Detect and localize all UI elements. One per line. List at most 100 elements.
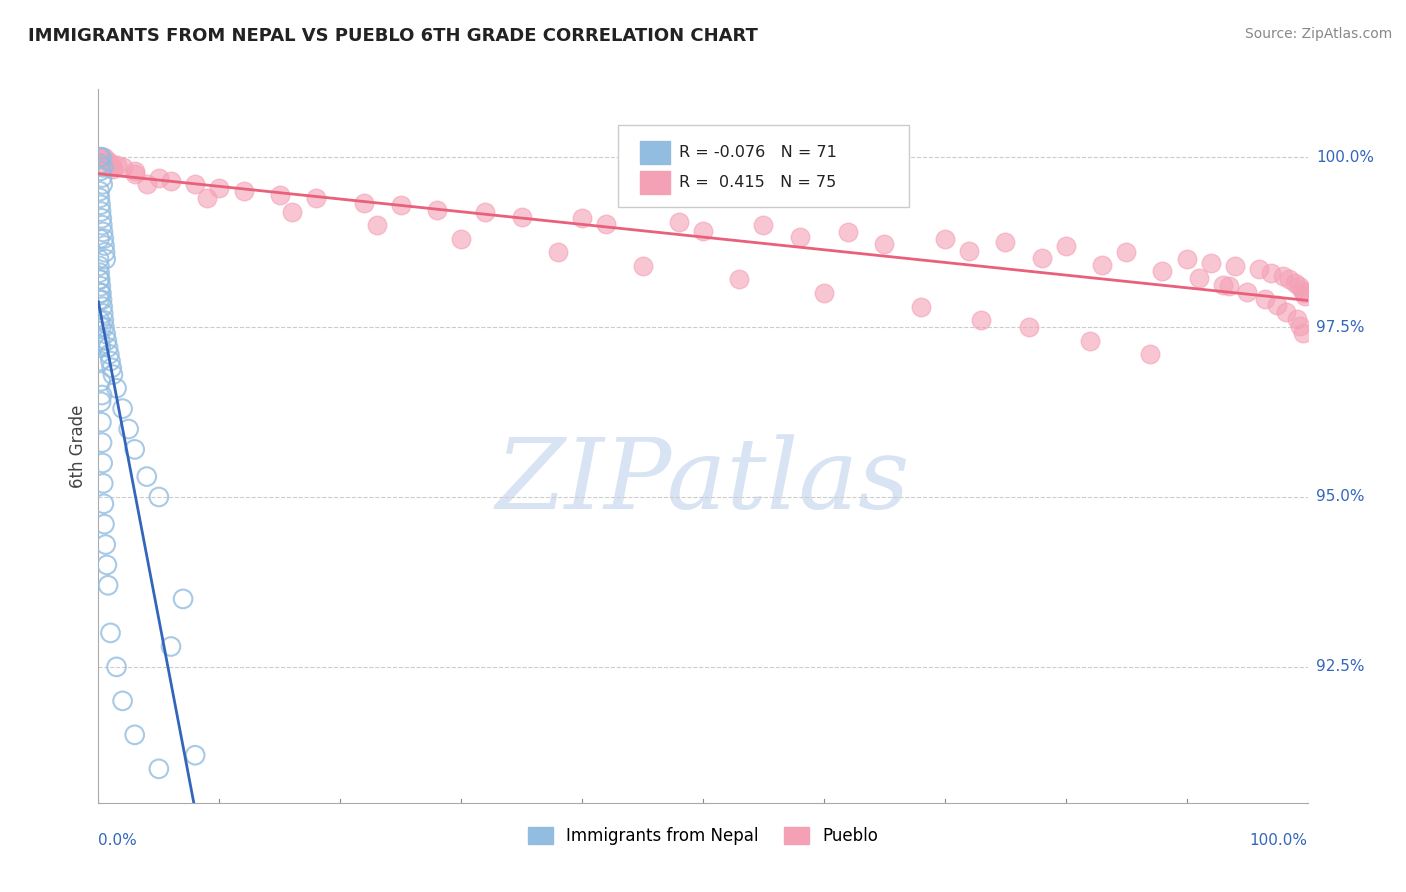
Point xyxy=(105,660,128,674)
Point xyxy=(91,161,114,175)
Point xyxy=(135,178,157,192)
Point xyxy=(89,184,111,198)
Point xyxy=(595,217,617,231)
Point xyxy=(105,158,128,172)
Point xyxy=(160,640,183,654)
Point xyxy=(752,218,775,232)
Point xyxy=(474,204,496,219)
Point xyxy=(1139,347,1161,361)
Point xyxy=(91,150,114,164)
Point xyxy=(101,162,124,177)
Point xyxy=(90,354,112,368)
FancyBboxPatch shape xyxy=(640,171,671,194)
Point xyxy=(1288,279,1310,293)
Point xyxy=(184,748,207,763)
Point xyxy=(148,762,170,776)
Point xyxy=(124,167,146,181)
Point xyxy=(111,401,134,416)
Point xyxy=(96,558,118,572)
Point xyxy=(90,150,112,164)
Point xyxy=(111,161,134,175)
Point xyxy=(957,244,980,258)
Point xyxy=(94,537,117,551)
Point xyxy=(389,198,412,212)
Point xyxy=(668,215,690,229)
Point xyxy=(97,153,120,168)
Point xyxy=(89,293,111,307)
Point xyxy=(89,150,111,164)
Point xyxy=(87,252,110,266)
Point xyxy=(135,469,157,483)
Point xyxy=(89,266,111,280)
Point xyxy=(91,306,114,320)
Point xyxy=(91,170,114,185)
Point xyxy=(184,178,207,192)
Y-axis label: 6th Grade: 6th Grade xyxy=(69,404,87,488)
Text: R =  0.415   N = 75: R = 0.415 N = 75 xyxy=(679,175,837,190)
Point xyxy=(89,272,111,286)
Point xyxy=(124,442,146,457)
Point xyxy=(1285,312,1308,326)
Point xyxy=(91,388,114,402)
Point xyxy=(1294,289,1316,303)
Point xyxy=(90,394,112,409)
Point xyxy=(90,341,112,355)
Point xyxy=(692,223,714,237)
Point xyxy=(994,235,1017,249)
Point xyxy=(91,300,114,314)
Point xyxy=(873,237,896,252)
Point xyxy=(1278,272,1301,286)
Point xyxy=(94,245,117,260)
Point xyxy=(89,259,111,273)
Point xyxy=(837,225,859,239)
Point xyxy=(789,230,811,244)
Point xyxy=(172,591,194,606)
Text: Source: ZipAtlas.com: Source: ZipAtlas.com xyxy=(1244,27,1392,41)
Point xyxy=(100,626,122,640)
Point xyxy=(89,286,111,301)
Point xyxy=(94,252,117,266)
Point xyxy=(450,232,472,246)
Point xyxy=(111,694,134,708)
FancyBboxPatch shape xyxy=(640,141,671,164)
Point xyxy=(91,476,114,491)
Point xyxy=(1254,292,1277,306)
Point xyxy=(1236,285,1258,299)
Point xyxy=(1115,245,1137,260)
Point xyxy=(269,187,291,202)
Point xyxy=(160,174,183,188)
Point xyxy=(1212,277,1234,292)
Point xyxy=(90,163,112,178)
Point xyxy=(100,354,122,368)
Point xyxy=(232,184,254,198)
Point xyxy=(1152,264,1174,278)
Legend: Immigrants from Nepal, Pueblo: Immigrants from Nepal, Pueblo xyxy=(522,820,884,852)
Point xyxy=(91,178,114,192)
Point xyxy=(90,286,112,301)
Point xyxy=(1175,252,1198,266)
Point xyxy=(105,381,128,395)
Point xyxy=(1249,262,1271,277)
Text: 100.0%: 100.0% xyxy=(1250,833,1308,848)
Point xyxy=(100,157,122,171)
Point xyxy=(89,313,111,327)
Text: 0.0%: 0.0% xyxy=(98,833,138,848)
Point xyxy=(93,150,115,164)
Point xyxy=(90,279,112,293)
Point xyxy=(148,490,170,504)
Point xyxy=(1284,276,1306,290)
Point xyxy=(124,728,146,742)
Point xyxy=(1188,271,1211,285)
Text: 95.0%: 95.0% xyxy=(1316,490,1364,505)
Point xyxy=(353,196,375,211)
Point xyxy=(91,218,114,232)
Point xyxy=(195,191,218,205)
Point xyxy=(89,232,111,246)
Point xyxy=(148,170,170,185)
Point xyxy=(1267,298,1289,312)
Point xyxy=(118,422,141,436)
Point xyxy=(1031,251,1053,265)
Text: 100.0%: 100.0% xyxy=(1316,150,1374,165)
Point xyxy=(93,320,115,334)
Point xyxy=(1275,305,1298,319)
